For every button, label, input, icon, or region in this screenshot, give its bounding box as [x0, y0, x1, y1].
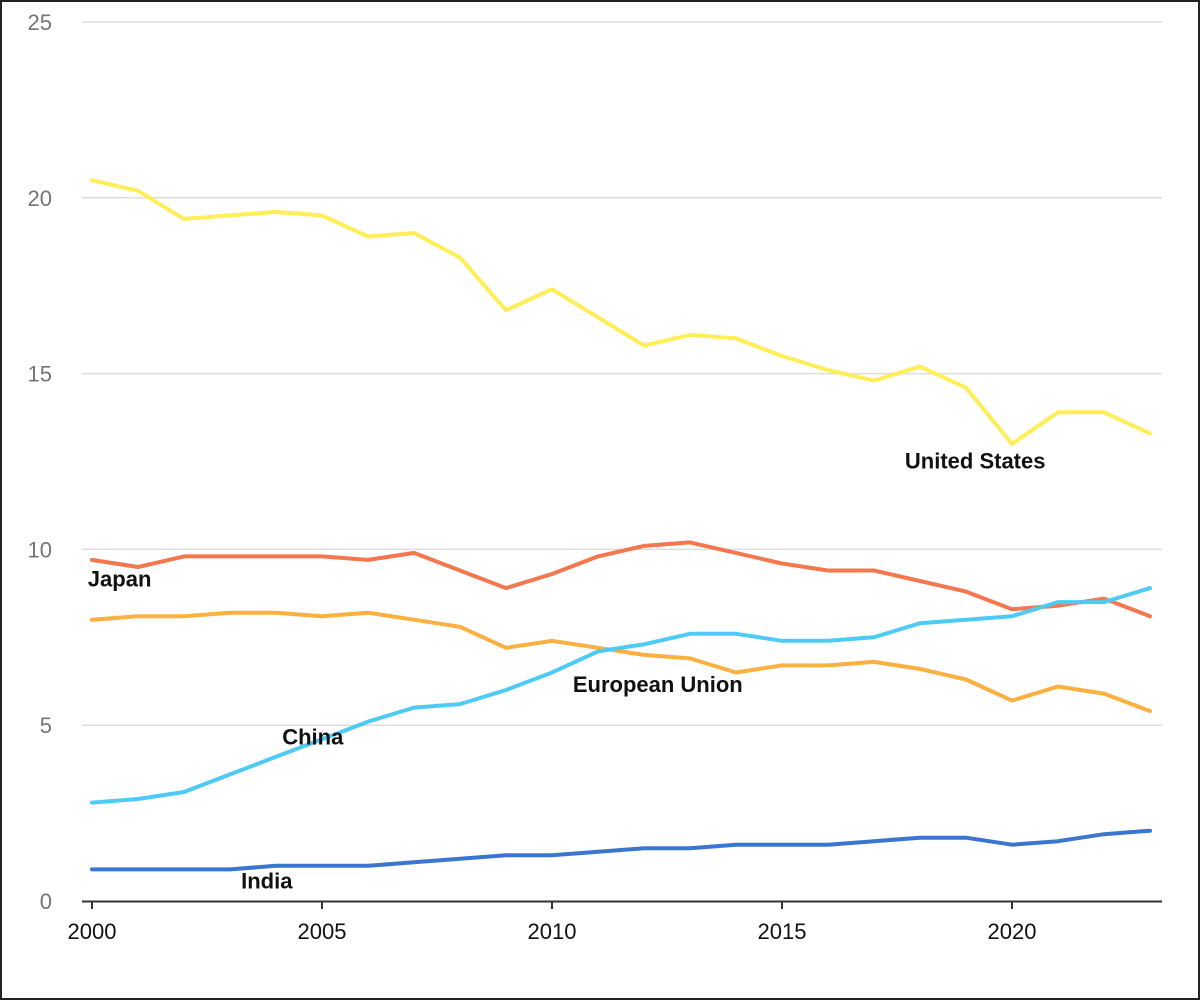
- grid-lines: [82, 21, 1162, 726]
- series-line-united-states: [90, 178, 1152, 446]
- y-tick-label: 25: [28, 10, 52, 35]
- x-tick-label: 2020: [988, 919, 1037, 944]
- series-label-japan: Japan: [88, 566, 152, 591]
- x-tick-label: 2005: [298, 919, 347, 944]
- series-label-india: India: [241, 869, 293, 894]
- x-tick-label: 2015: [758, 919, 807, 944]
- x-tick-label: 2000: [68, 919, 117, 944]
- y-tick-label: 20: [28, 186, 52, 211]
- y-tick-label: 15: [28, 362, 52, 387]
- series-line-china: [90, 586, 1152, 805]
- y-tick-label: 5: [40, 713, 52, 738]
- x-axis-ticks: 2000 2005 2010 2015 2020: [68, 901, 1037, 944]
- y-tick-label: 0: [40, 889, 52, 914]
- series-lines: [90, 178, 1152, 872]
- series-label-european-union: European Union: [573, 672, 743, 697]
- y-tick-label: 10: [28, 537, 52, 562]
- series-line-japan: [90, 540, 1152, 619]
- x-tick-label: 2010: [528, 919, 577, 944]
- series-labels: United States Japan European Union China Ind…: [88, 449, 1046, 894]
- series-label-united-states: United States: [905, 449, 1046, 474]
- series-line-european-union: [90, 610, 1152, 714]
- series-line-india: [90, 828, 1152, 872]
- series-label-china: China: [282, 725, 344, 750]
- y-axis-ticks: 0 5 10 15 20 25: [28, 10, 52, 914]
